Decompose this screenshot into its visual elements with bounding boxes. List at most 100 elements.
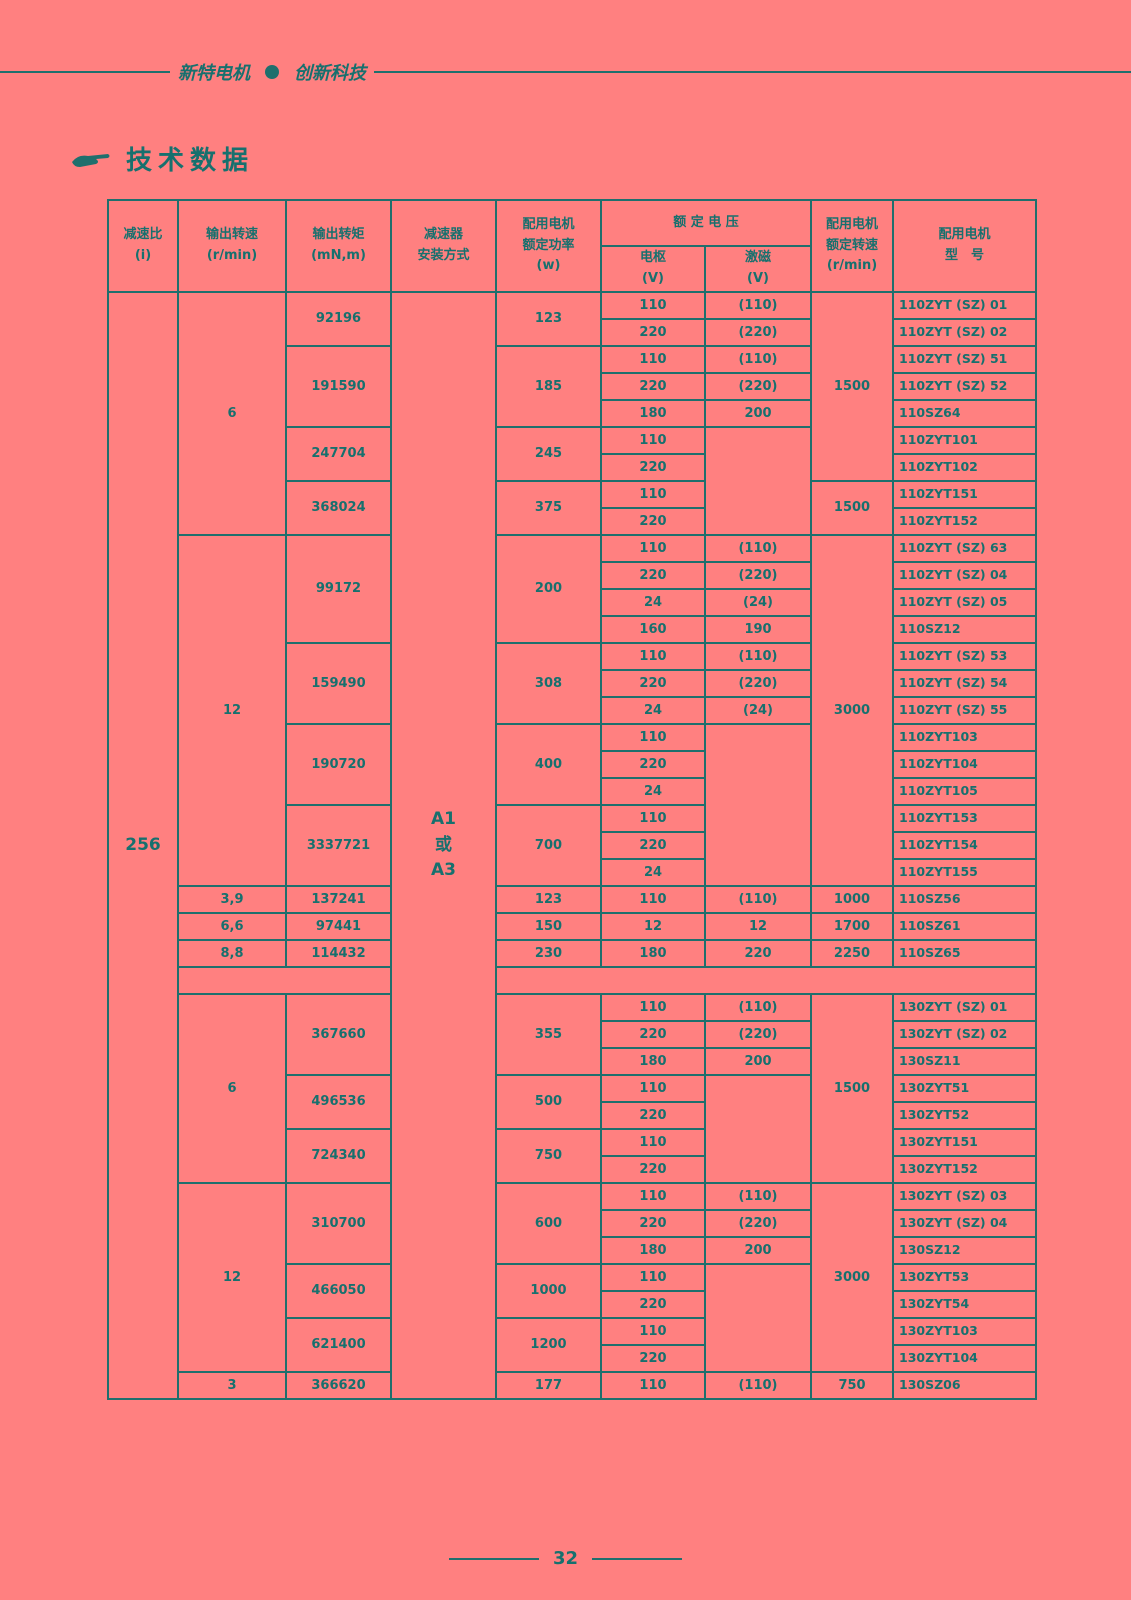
cell: 130SZ11 [892, 1047, 1038, 1076]
cell: (220) [703, 1020, 813, 1049]
body-row: 24 110ZYT105 [108, 777, 1038, 806]
cell: 110 [600, 723, 706, 752]
cell: 24 [600, 696, 706, 725]
cell: 130ZYT (SZ) 01 [892, 993, 1038, 1022]
cell: 130ZYT152 [892, 1155, 1038, 1184]
body-row: 220 (220) 130ZYT (SZ) 04 [108, 1209, 1038, 1238]
cell: 110SZ12 [892, 615, 1038, 644]
cell: 110 [600, 1128, 706, 1157]
cell: 110 [600, 1317, 706, 1346]
body-row: 180 200 130SZ11 [108, 1047, 1038, 1076]
cell: A1 或 A3 [390, 291, 497, 1400]
cell: 3000 [810, 534, 895, 887]
cell: 6 [177, 291, 287, 536]
cell: 110ZYT (SZ) 55 [892, 696, 1038, 725]
cell: 230 [495, 939, 602, 968]
body-row: 3 366620 177 110 (110) 750 130SZ06 [108, 1371, 1038, 1400]
body-row: 12 99172 200 110 (110) 3000 110ZYT (SZ) 63 [108, 534, 1038, 887]
rule [448, 1557, 539, 1560]
section-title: 技术数据 [126, 146, 255, 176]
cell: 130SZ06 [892, 1371, 1038, 1400]
cell: 110 [600, 480, 706, 509]
cell: (24) [703, 696, 813, 725]
cell: 256 [107, 291, 179, 1400]
cell: 1200 [495, 1317, 602, 1373]
cell: 110ZYT101 [892, 426, 1038, 455]
cell [703, 426, 813, 536]
cell: 12 [600, 912, 706, 941]
cell: 220 [600, 453, 706, 482]
cell: 355 [495, 993, 602, 1076]
cell: 12 [703, 912, 813, 941]
cell: 110 [600, 993, 706, 1022]
cell: 375 [495, 480, 602, 536]
cell: 190 [703, 615, 813, 644]
cell: 1000 [495, 1263, 602, 1319]
cell: 1500 [810, 291, 895, 482]
cell: 130ZYT53 [892, 1263, 1038, 1292]
cell: 130ZYT104 [892, 1344, 1038, 1373]
cell: 1000 [810, 885, 895, 914]
body-row: 466050 1000 110 130ZYT53 [108, 1263, 1038, 1373]
cell: 123 [495, 291, 602, 347]
cell: 750 [495, 1128, 602, 1184]
cell: 110 [600, 642, 706, 671]
cell: 130ZYT52 [892, 1101, 1038, 1130]
header-cell: 电枢 (V) [600, 245, 706, 293]
cell: 110 [600, 291, 706, 320]
cell: 99172 [285, 534, 392, 644]
body-row: 180 200 110SZ64 [108, 399, 1038, 428]
cell: 1500 [810, 480, 895, 536]
header-cell: 配用电机 额定功率 (w) [495, 199, 602, 293]
body-row: 220 (220) 130ZYT (SZ) 02 [108, 1020, 1038, 1049]
cell: 110ZYT105 [892, 777, 1038, 806]
cell: 137241 [285, 885, 392, 914]
cell: 110ZYT (SZ) 02 [892, 318, 1038, 347]
cell: 110 [600, 1074, 706, 1103]
cell: 110 [600, 1371, 706, 1400]
header-cell: 输出转矩 (mN,m) [285, 199, 392, 293]
cell: 220 [600, 1209, 706, 1238]
body-row: 190720 400 110 110ZYT103 [108, 723, 1038, 887]
cell: 190720 [285, 723, 392, 806]
cell: 110ZYT (SZ) 63 [892, 534, 1038, 563]
cell: 700 [495, 804, 602, 887]
cell: 110ZYT104 [892, 750, 1038, 779]
header-cell: 额 定 电 压 [599, 199, 813, 247]
cell: 220 [600, 669, 706, 698]
cell: 24 [600, 858, 706, 887]
cell: 110ZYT102 [892, 453, 1038, 482]
header-cell: 减速器 安装方式 [390, 199, 497, 293]
cell: 110ZYT103 [892, 723, 1038, 752]
hand-icon [72, 153, 110, 167]
body-row: 220 130ZYT104 [108, 1344, 1038, 1373]
cell: 1700 [810, 912, 895, 941]
cell: 3000 [810, 1182, 895, 1373]
cell: 160 [600, 615, 706, 644]
cell: 8,8 [177, 939, 287, 968]
body-row: 24 (24) 110ZYT (SZ) 55 [108, 696, 1038, 725]
body-row: 3337721 700 110 110ZYT153 [108, 804, 1038, 887]
body-row: 160 190 110SZ12 [108, 615, 1038, 644]
header-cell: 减速比 (i) [107, 199, 179, 293]
cell: 310700 [285, 1182, 392, 1265]
cell [703, 1263, 813, 1373]
cell: 180 [600, 1236, 706, 1265]
cell: (110) [703, 1182, 813, 1211]
cell: (220) [703, 372, 813, 401]
cell: 3 [177, 1371, 287, 1400]
cell: 3337721 [285, 804, 392, 887]
cell: 110ZYT (SZ) 52 [892, 372, 1038, 401]
cell: 130ZYT (SZ) 04 [892, 1209, 1038, 1238]
cell: 750 [810, 1371, 895, 1400]
cell: 12 [177, 1182, 287, 1373]
rule [0, 71, 170, 73]
cell: 159490 [285, 642, 392, 725]
cell: 123 [495, 885, 602, 914]
cell: 220 [600, 1155, 706, 1184]
page-footer: 32 [0, 1548, 1131, 1569]
spec-table: 减速比 (i) 输出转速 (r/min) 输出转矩 (mN,m) 减速器 安装方式 配用… [107, 199, 1038, 1400]
cell: 180 [600, 1047, 706, 1076]
cell: 245 [495, 426, 602, 482]
